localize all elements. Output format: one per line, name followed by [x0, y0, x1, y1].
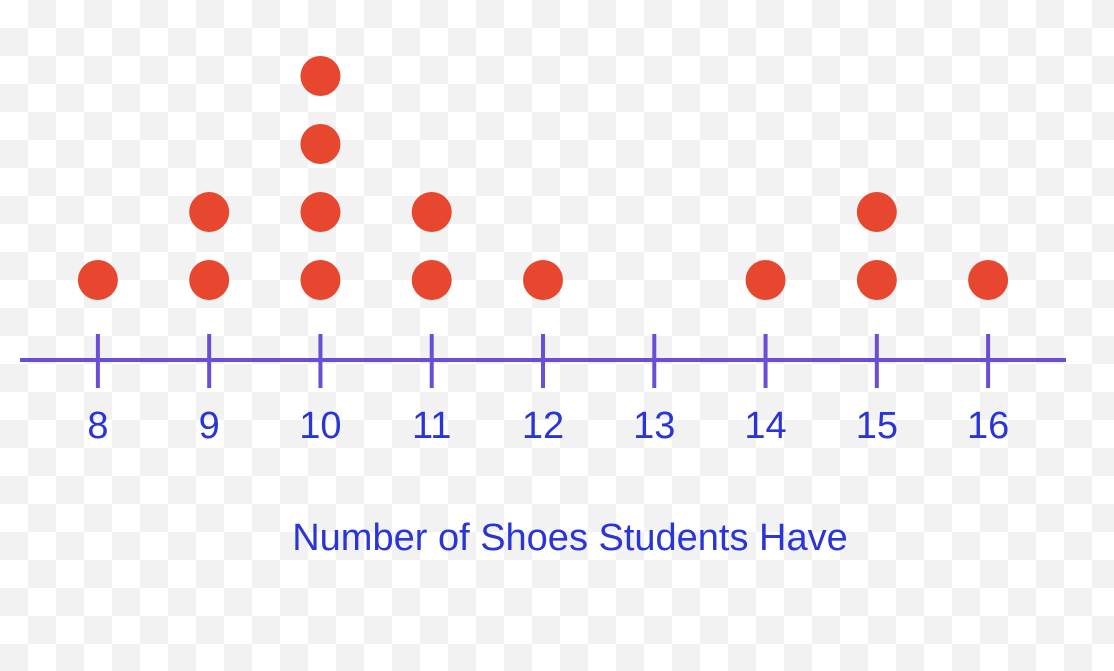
x-tick-label: 14 — [744, 405, 786, 447]
x-tick-label: 10 — [299, 405, 341, 447]
dot — [300, 192, 341, 232]
dot — [77, 260, 118, 300]
dot — [856, 192, 897, 232]
dot — [745, 260, 786, 300]
dot — [189, 192, 230, 232]
x-tick-label: 11 — [412, 405, 451, 447]
x-axis-label: Number of Shoes Students Have — [292, 517, 848, 559]
dot — [411, 192, 452, 232]
dot — [300, 124, 341, 164]
dot — [411, 260, 452, 300]
dot — [300, 56, 341, 96]
dot — [523, 260, 563, 300]
dot — [856, 260, 897, 300]
x-tick-label: 9 — [199, 405, 220, 447]
dot — [189, 260, 230, 300]
x-tick-label: 8 — [87, 405, 108, 447]
dot — [968, 260, 1009, 300]
x-tick-label: 15 — [856, 405, 898, 447]
x-tick-label: 16 — [967, 405, 1009, 447]
dot — [300, 260, 341, 300]
x-tick-label: 12 — [522, 405, 564, 447]
x-tick-label: 13 — [633, 405, 675, 447]
